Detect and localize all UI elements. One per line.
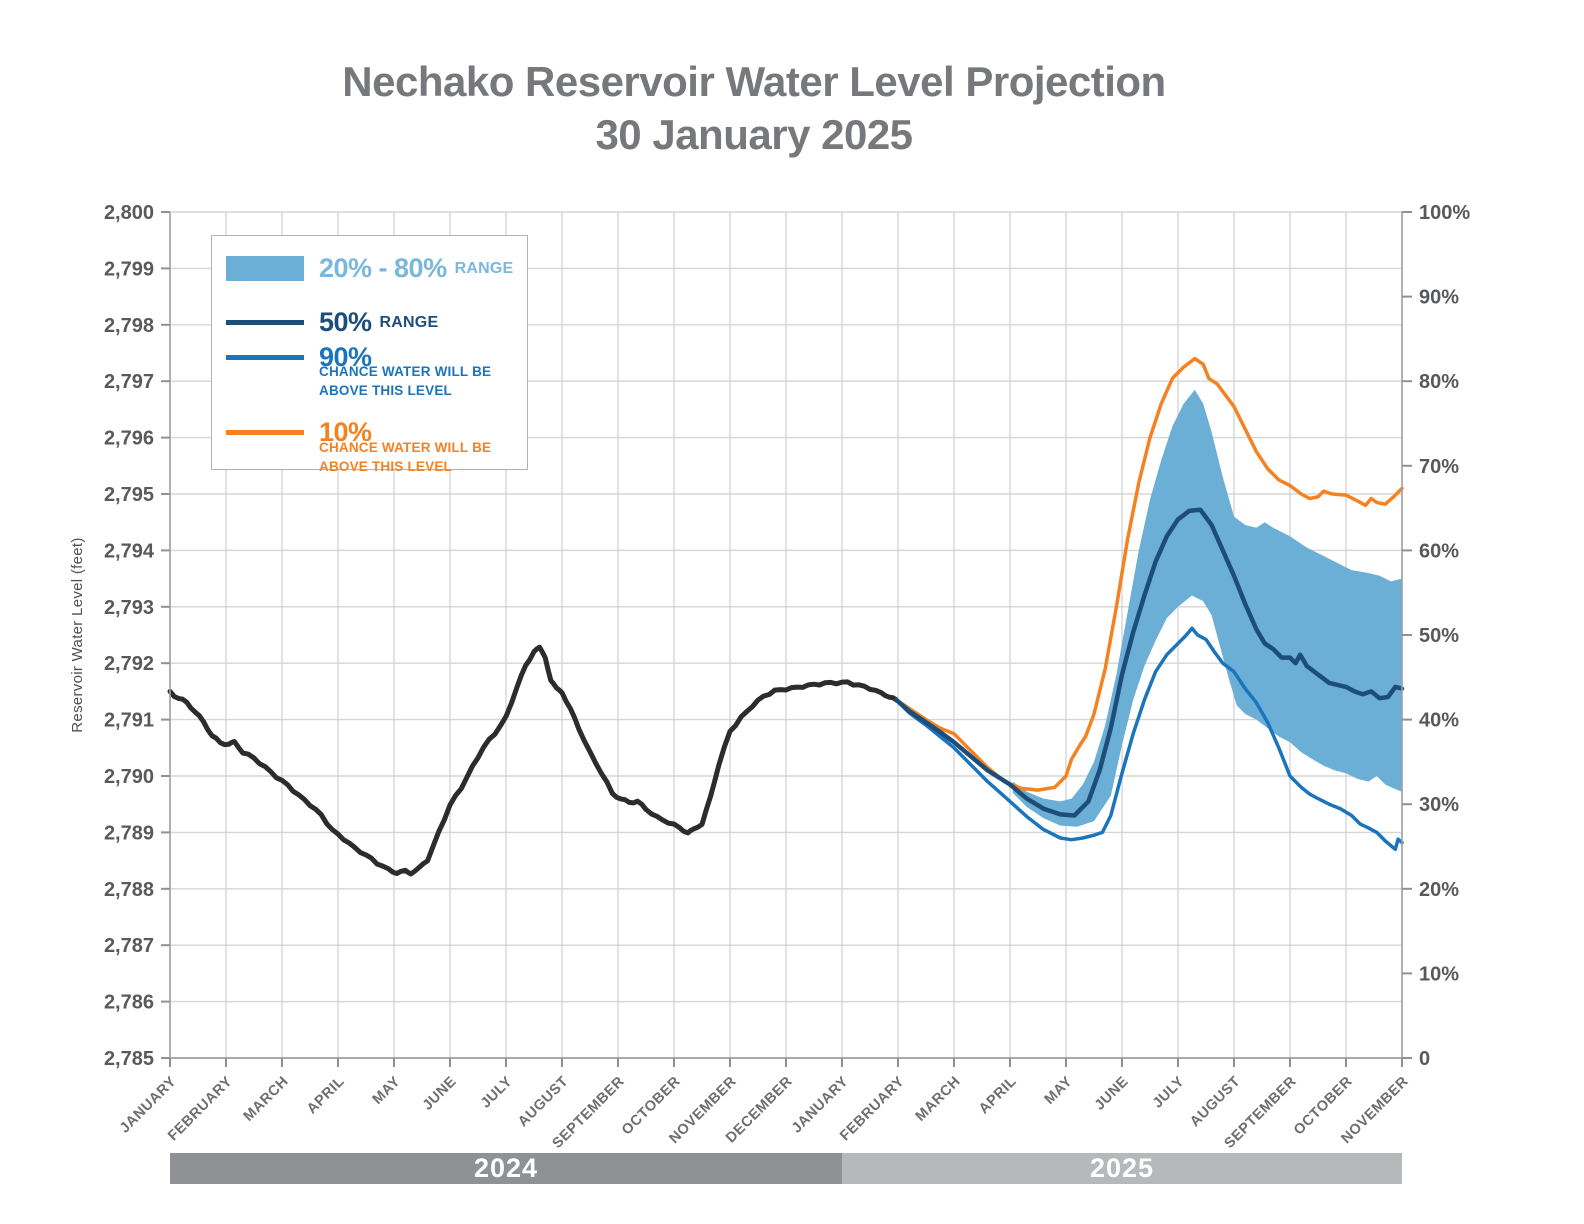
month-tick-label: MAY: [370, 1074, 404, 1108]
right-axis-tick-label: 20%: [1419, 879, 1459, 901]
legend-item-20-80-range: 20% - 80% RANGE: [226, 253, 513, 284]
right-axis-tick-label: 50%: [1419, 625, 1459, 647]
y-axis-title: Reservoir Water Level (feet): [69, 537, 86, 732]
range-band-20-80: [1012, 389, 1402, 827]
right-axis-tick-label: 100%: [1419, 202, 1470, 224]
legend-box: 20% - 80% RANGE 50% RANGE 90% CHANCE WAT…: [211, 235, 528, 474]
legend-description: CHANCE WATER WILL BE ABOVE THIS LEVEL: [319, 364, 492, 398]
month-tick-label: MARCH: [913, 1074, 964, 1125]
legend-item-10-percent: 10%: [226, 417, 372, 448]
p90-line-swatch: [226, 355, 304, 360]
year-bar-2025: [842, 1153, 1402, 1184]
month-tick-label: AUGUST: [1187, 1074, 1244, 1131]
left-axis-tick-label: 2,799: [104, 258, 154, 280]
projection-line: [894, 356, 1404, 792]
chart-title: Nechako Reservoir Water Level Projection: [342, 58, 1166, 105]
month-tick-label: APRIL: [976, 1074, 1020, 1118]
left-axis-tick-label: 2,791: [104, 710, 154, 732]
projection-line: [894, 507, 1405, 818]
median-line-swatch: [226, 320, 304, 325]
legend-sublabel: RANGE: [379, 313, 439, 331]
left-axis-tick-label: 2,789: [104, 822, 154, 844]
left-axis-tick-label: 2,800: [104, 202, 154, 224]
legend-label: 20% - 80%: [319, 253, 447, 283]
right-axis-tick-label: 80%: [1419, 371, 1459, 393]
right-axis-tick-label: 40%: [1419, 710, 1459, 732]
legend-label: 90%: [319, 342, 372, 372]
legend-item-90-percent: 90%: [226, 342, 372, 373]
month-tick-label: MAY: [1042, 1074, 1076, 1108]
legend-description: CHANCE WATER WILL BE ABOVE THIS LEVEL: [319, 440, 492, 474]
month-tick-label: MARCH: [241, 1074, 292, 1125]
left-axis-tick-label: 2,788: [104, 879, 154, 901]
month-tick-label: JULY: [1150, 1074, 1188, 1112]
legend-item-50-range: 50% RANGE: [226, 307, 438, 338]
month-tick-label: JUNE: [1092, 1074, 1132, 1114]
year-bar-2024: [170, 1153, 842, 1184]
left-axis-tick-label: 2,790: [104, 766, 154, 788]
projection-line: [894, 626, 1404, 852]
month-tick-label: JUNE: [420, 1074, 460, 1114]
left-axis-tick-label: 2,785: [104, 1048, 154, 1070]
left-axis-tick-label: 2,787: [104, 935, 154, 957]
left-axis-tick-label: 2,794: [104, 540, 155, 562]
left-axis-tick-label: 2,798: [104, 315, 154, 337]
right-axis-tick-label: 60%: [1419, 540, 1459, 562]
left-axis-tick-label: 2,792: [104, 653, 154, 675]
right-axis-tick-label: 10%: [1419, 963, 1459, 985]
left-axis-tick-label: 2,793: [104, 597, 154, 619]
title-block: Nechako Reservoir Water Level Projection…: [0, 56, 1508, 161]
year-bar-label: 2025: [1090, 1153, 1154, 1183]
p10-line-swatch: [226, 430, 304, 435]
right-axis-tick-label: 70%: [1419, 456, 1459, 478]
right-axis-tick-label: 0: [1419, 1048, 1430, 1070]
month-tick-label: AUGUST: [515, 1074, 572, 1131]
right-axis-tick-label: 30%: [1419, 794, 1459, 816]
left-axis-tick-label: 2,796: [104, 428, 154, 450]
month-tick-label: JULY: [478, 1074, 516, 1112]
band-swatch: [226, 256, 304, 281]
year-bar-label: 2024: [474, 1153, 538, 1183]
month-tick-label: APRIL: [304, 1074, 348, 1118]
left-axis-tick-label: 2,797: [104, 371, 154, 393]
chart-subtitle: 30 January 2025: [595, 110, 913, 158]
legend-label: 50%: [319, 307, 372, 337]
left-axis-tick-label: 2,786: [104, 992, 154, 1014]
legend-sublabel: RANGE: [454, 259, 514, 277]
right-axis-tick-label: 90%: [1419, 287, 1459, 309]
left-axis-tick-label: 2,795: [104, 484, 154, 506]
historical-line: [167, 644, 899, 877]
legend-label: 10%: [319, 417, 372, 447]
